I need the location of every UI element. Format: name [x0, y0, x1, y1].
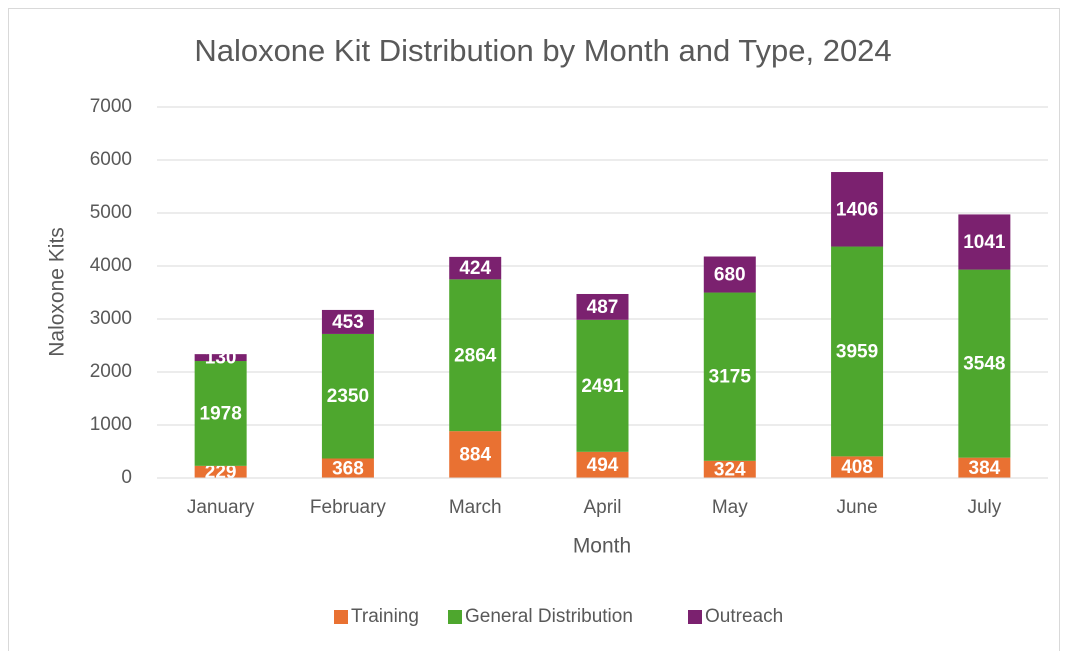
x-tick-label: March [449, 497, 502, 518]
bar-segment [958, 269, 1011, 458]
data-label: 324 [714, 459, 746, 480]
data-label: 884 [459, 445, 491, 466]
bar-segment [194, 354, 247, 362]
data-label: 3548 [963, 354, 1005, 375]
x-axis-title: Month [573, 535, 631, 558]
bar-segment [958, 457, 1011, 478]
bar-segment [576, 319, 629, 452]
data-label: 453 [332, 312, 364, 333]
data-label: 3959 [836, 341, 878, 362]
data-label: 1041 [963, 232, 1006, 253]
bar-segment [703, 292, 756, 461]
y-tick-label: 2000 [90, 361, 132, 382]
bar-segment [449, 431, 502, 478]
y-tick-label: 3000 [90, 308, 132, 329]
legend-label: General Distribution [465, 606, 633, 627]
bar-segment [831, 172, 884, 247]
data-label: 680 [714, 265, 746, 286]
bar-segment [321, 333, 374, 459]
legend-label: Training [351, 606, 419, 627]
data-label: 368 [332, 458, 364, 479]
x-tick-label: January [187, 497, 255, 518]
legend-swatch [448, 610, 462, 624]
x-tick-label: February [310, 497, 387, 518]
y-tick-label: 7000 [90, 96, 132, 117]
x-tick-label: April [583, 497, 621, 518]
data-label: 1406 [836, 199, 878, 220]
data-label: 3175 [709, 367, 752, 388]
bar-segment [321, 458, 374, 478]
bar-segment [703, 460, 756, 478]
y-tick-label: 6000 [90, 149, 132, 170]
data-label: 384 [969, 458, 1001, 479]
data-label: 130 [205, 348, 237, 369]
chart-border [8, 8, 1060, 651]
bar-segment [576, 451, 629, 478]
legend-swatch [688, 610, 702, 624]
data-label: 487 [587, 297, 619, 318]
data-label: 2864 [454, 345, 497, 366]
chart-title: Naloxone Kit Distribution by Month and T… [194, 33, 891, 68]
bar-segment [576, 293, 629, 320]
bar-segment [449, 256, 502, 280]
data-label: 2350 [327, 386, 369, 407]
bar-segment [194, 361, 247, 466]
x-tick-label: June [836, 497, 877, 518]
data-label: 408 [841, 457, 873, 478]
data-label: 424 [459, 258, 491, 279]
bar-segment [958, 214, 1011, 270]
bar-segment [321, 309, 374, 334]
data-label: 2491 [581, 376, 624, 397]
y-axis-title: Naloxone Kits [46, 227, 69, 357]
y-tick-label: 4000 [90, 255, 132, 276]
y-tick-label: 0 [121, 467, 132, 488]
x-tick-label: May [712, 497, 748, 518]
y-tick-label: 5000 [90, 202, 132, 223]
bar-segment [831, 246, 884, 457]
legend-label: Outreach [705, 606, 783, 627]
y-tick-label: 1000 [90, 414, 132, 435]
legend-swatch [334, 610, 348, 624]
x-tick-label: July [967, 497, 1001, 518]
data-label: 494 [587, 455, 619, 476]
data-label: 1978 [200, 403, 242, 424]
bar-segment [194, 465, 247, 478]
bar-segment [831, 456, 884, 478]
bar-segment [703, 256, 756, 293]
bar-segment [449, 279, 502, 432]
